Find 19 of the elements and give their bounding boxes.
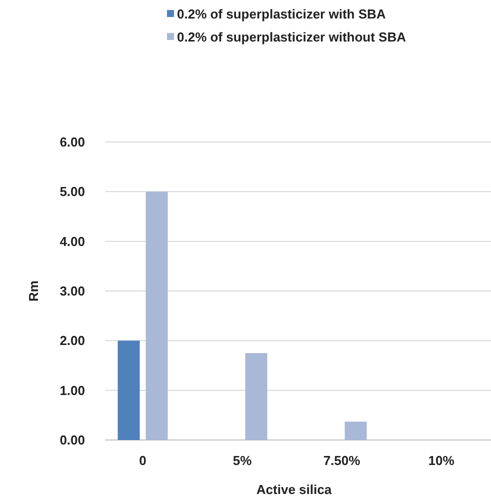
bar (118, 340, 140, 440)
x-tick-label: 5% (232, 453, 252, 468)
bar (245, 353, 268, 440)
y-tick-label: 5.00 (60, 184, 85, 200)
legend-label: 0.2% of superplasticizer with SBA (177, 6, 386, 22)
legend-label: 0.2% of superplasticizer without SBA (177, 30, 407, 45)
x-tick-label: 10% (428, 453, 455, 468)
x-tick-label: 7.50% (323, 453, 361, 468)
y-tick-label: 0.00 (60, 432, 85, 448)
y-tick-label: 2.00 (60, 333, 85, 348)
y-tick-label: 6.00 (60, 134, 85, 150)
bar (344, 422, 367, 440)
y-tick-label: 1.00 (60, 382, 85, 398)
y-axis-title: Rm (26, 280, 41, 302)
y-tick-label: 4.00 (60, 234, 85, 249)
x-tick-label: 0 (139, 453, 146, 468)
bar (146, 192, 168, 440)
y-tick-label: 3.00 (60, 284, 85, 299)
x-axis-title: Active silica (256, 482, 332, 497)
